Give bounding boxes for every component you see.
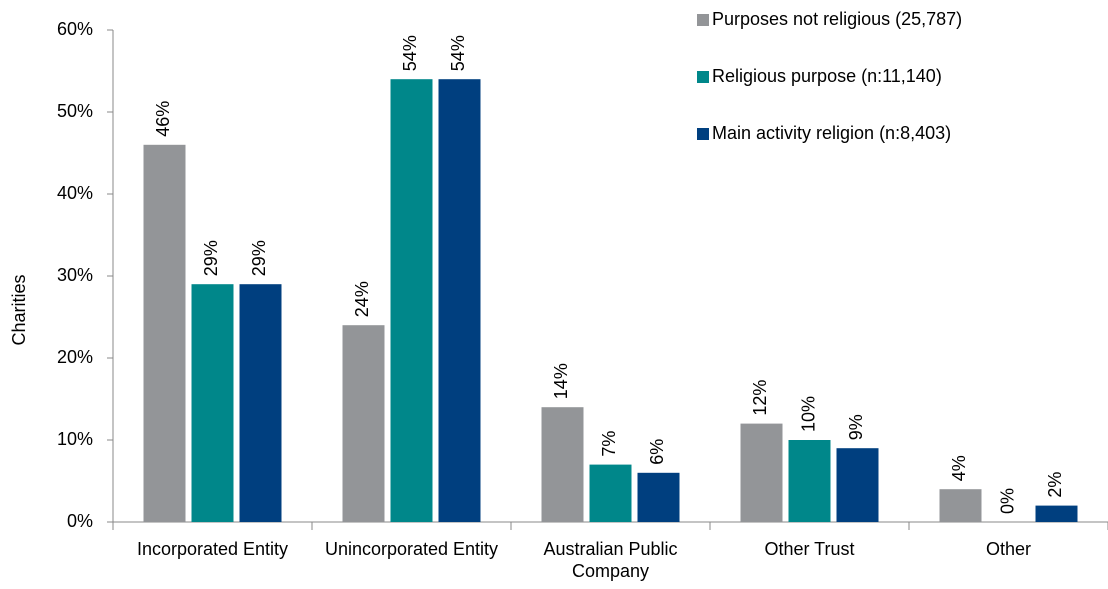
bar xyxy=(390,79,433,522)
bar xyxy=(788,440,831,522)
bar xyxy=(541,407,584,522)
y-tick-label: 40% xyxy=(57,183,93,203)
bar xyxy=(143,144,186,523)
y-tick-label: 60% xyxy=(57,19,93,39)
bar xyxy=(191,284,234,522)
bar xyxy=(836,448,879,522)
data-label: 10% xyxy=(798,396,818,432)
y-tick-label: 0% xyxy=(67,511,93,531)
legend-label: Purposes not religious (25,787) xyxy=(712,9,962,29)
data-label: 29% xyxy=(249,240,269,276)
data-label: 2% xyxy=(1045,472,1065,498)
bar xyxy=(589,464,632,522)
y-axis-title: Charities xyxy=(9,274,29,345)
data-label: 54% xyxy=(400,35,420,71)
y-tick-label: 20% xyxy=(57,347,93,367)
bar xyxy=(438,79,481,522)
bar xyxy=(939,489,982,522)
data-label: 24% xyxy=(352,281,372,317)
x-tick-label: Other Trust xyxy=(764,539,855,559)
legend-swatch xyxy=(697,71,709,83)
x-tick-label: Incorporated Entity xyxy=(136,539,289,559)
bar xyxy=(637,472,680,522)
data-label: 9% xyxy=(846,414,866,440)
bar xyxy=(342,325,385,522)
data-label: 0% xyxy=(997,488,1017,514)
data-label: 14% xyxy=(551,363,571,399)
legend-swatch xyxy=(697,128,709,140)
x-tick-label: Other xyxy=(985,539,1032,559)
data-label: 29% xyxy=(201,240,221,276)
legend-label: Religious purpose (n:11,140) xyxy=(712,66,942,86)
data-label: 4% xyxy=(949,455,969,481)
data-label: 46% xyxy=(153,101,173,137)
data-label: 12% xyxy=(750,380,770,416)
legend-label: Main activity religion (n:8,403) xyxy=(712,123,951,143)
y-tick-label: 10% xyxy=(57,429,93,449)
y-tick-label: 30% xyxy=(57,265,93,285)
x-tick-label: Australian Public Company xyxy=(543,539,678,581)
data-label: 54% xyxy=(448,35,468,71)
legend-swatch xyxy=(697,14,709,26)
bar xyxy=(239,284,282,522)
data-label: 7% xyxy=(599,431,619,457)
bar xyxy=(740,423,783,522)
bar xyxy=(1035,505,1078,522)
y-tick-label: 50% xyxy=(57,101,93,121)
x-tick-label: Unincorporated Entity xyxy=(324,539,499,559)
data-label: 6% xyxy=(647,439,667,465)
